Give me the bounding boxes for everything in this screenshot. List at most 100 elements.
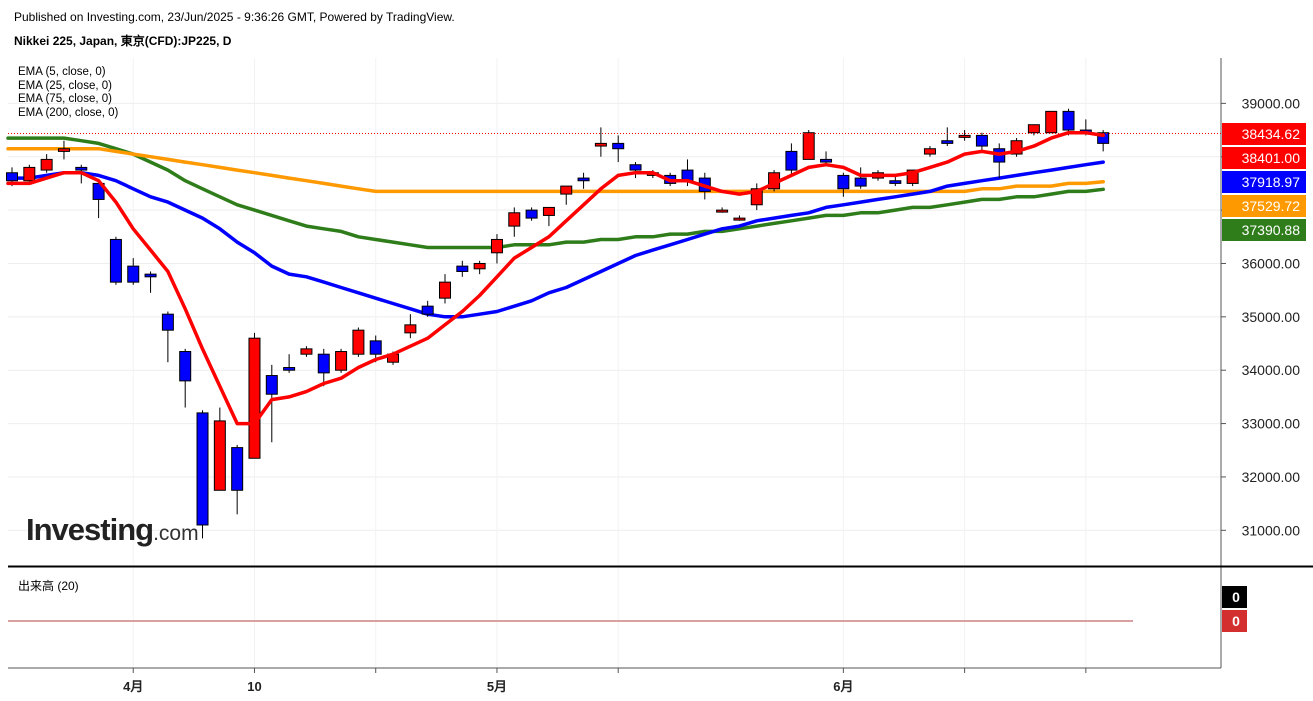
candle-body [75,166,88,171]
price-badge-label: 37390.88 [1242,222,1301,238]
candle-body [941,140,954,144]
price-badge: 38401.00 [1222,147,1306,169]
candle-body [352,329,365,355]
candle-body [439,281,451,299]
time-tick-label: 4月 [123,679,143,694]
candle [213,407,226,491]
price-badge-bg [1222,123,1306,145]
candle [1027,124,1040,136]
candle-body [1010,140,1023,155]
candle [352,327,365,357]
candle-body [161,313,174,331]
price-tick-label: 39000.00 [1242,95,1301,111]
candle [923,146,936,157]
legend-ema200: EMA (200, close, 0) [18,106,119,119]
candle [975,132,988,152]
ema5-line [6,130,1105,426]
candle-body [213,420,226,491]
candle-body [23,166,36,182]
candle-body [127,265,140,283]
price-badge-label: 38434.62 [1242,126,1301,142]
candle-body [248,337,261,459]
candle [161,311,174,363]
candle-body [923,148,936,155]
price-badge: 37918.97 [1222,171,1306,193]
logo-suffix: .com [153,522,199,545]
candle-body [716,209,729,213]
candle-body [196,412,209,526]
candle [854,167,867,189]
volume-badge-bg [1222,586,1247,608]
candle-body [40,158,53,171]
candle-body [144,273,157,278]
price-badge-label: 37529.72 [1242,198,1301,214]
candle [490,234,503,264]
candle-body [404,324,417,334]
candle [473,260,486,275]
price-badge: 37529.72 [1222,195,1306,217]
candle-body [490,238,503,254]
candle-body [1027,124,1040,134]
price-tick-label: 32000.00 [1242,469,1301,485]
candle [40,154,53,173]
ema25-line [6,160,1105,319]
price-tick-label: 35000.00 [1242,309,1301,325]
candle [785,143,798,176]
candle-body [1097,132,1110,144]
candle [57,140,70,160]
price-tick-label: 36000.00 [1242,255,1301,271]
candle [196,410,209,539]
volume-badge-bg [1222,610,1247,632]
candle [542,206,555,227]
symbol-title: Nikkei 225, Japan, 東京(CFD):JP225, D [14,34,232,48]
candle [456,260,469,277]
investing-logo: Investing.com [26,512,199,548]
volume-badge-label: 0 [1232,589,1240,605]
published-caption: Published on Investing.com, 23/Jun/2025 … [14,10,455,24]
candle [335,348,348,373]
candle [421,300,434,317]
candle-body [560,185,573,195]
candle [1045,110,1058,134]
candle-body [525,209,538,219]
volume-badge-label: 0 [1232,613,1240,629]
candle-body [179,351,192,382]
candle [837,172,850,197]
candle [179,348,192,408]
candle [1062,108,1075,136]
candle-body [577,177,590,182]
candle [889,175,902,187]
candle-body [317,353,330,374]
volume-pane-label: 出来高 (20) [18,579,79,593]
price-badge: 37390.88 [1222,219,1306,241]
candle-body [854,177,867,187]
candle [577,172,590,189]
price-badge-label: 37918.97 [1242,174,1301,190]
candle-body [300,348,313,355]
candle [958,130,971,141]
ema200-line [6,136,1105,250]
candle [265,364,278,443]
candle-body [283,367,296,371]
candle-body [958,134,971,138]
candle-body [57,148,70,152]
candle [525,207,538,221]
candle-body [889,180,902,184]
candle-body [508,212,521,227]
candle [109,236,122,285]
candle [144,271,157,293]
candle [594,127,607,157]
price-badge-label: 38401.00 [1242,150,1301,166]
volume-badge: 0 [1222,586,1247,608]
candle [629,162,642,179]
candle-body [265,375,278,395]
candle-body [733,217,746,221]
candle [404,314,417,339]
candle [439,274,451,304]
candle-body [1062,110,1075,131]
candle-body [473,262,486,270]
candle [750,183,763,211]
candle [23,164,36,184]
logo-main: Investing [26,512,154,547]
